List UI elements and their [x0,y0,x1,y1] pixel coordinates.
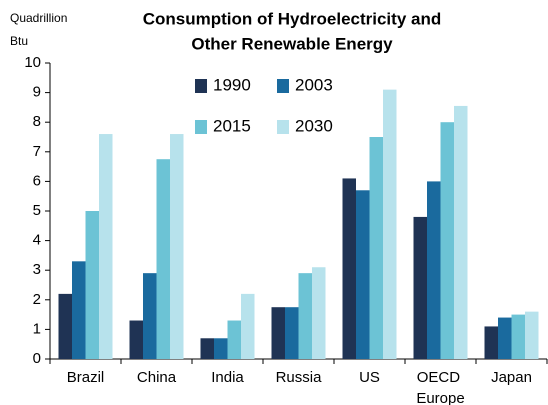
legend-label: 2030 [295,116,333,135]
bar [413,216,427,359]
bar [498,317,512,359]
bar [129,320,143,359]
bar [525,311,539,359]
y-tick-label: 7 [33,143,41,160]
legend-swatch [195,79,207,93]
bar [312,267,326,359]
x-tick-label: OECD Europe [416,369,464,405]
bar [285,307,299,359]
y-tick-label: 6 [33,172,41,189]
bar [440,122,454,359]
bar [241,293,255,359]
legend-label: 2015 [213,116,251,135]
bar [427,181,441,359]
bar [214,338,228,359]
x-tick-label: US [359,369,380,386]
bar [342,178,356,359]
y-tick-label: 9 [33,84,41,101]
bar [484,326,498,359]
y-tick-label: 10 [24,54,41,71]
bar [72,261,86,359]
bar [271,307,285,359]
bar [454,105,468,359]
legend-swatch [277,120,289,134]
y-axis-label: Btu [10,34,28,48]
bar [356,190,370,359]
y-tick-label: 8 [33,113,41,130]
x-tick-label: India [211,369,244,386]
bar [85,211,99,359]
bar [143,273,157,359]
x-tick-label: China [137,369,177,386]
y-axis-label: Quadrillion [10,11,67,25]
x-tick-label: Russia [276,369,323,386]
legend-swatch [195,120,207,134]
chart-title: Consumption of Hydroelectricity and [143,9,441,28]
bar [170,134,184,359]
bar [369,137,383,359]
legend-label: 2003 [295,75,333,94]
bar [156,159,170,359]
x-tick-label: Japan [491,369,532,386]
y-tick-label: 3 [33,261,41,278]
chart-title: Other Renewable Energy [191,34,393,53]
legend-label: 1990 [213,75,251,94]
bar [383,89,397,359]
bar [227,320,241,359]
x-tick-label: Brazil [67,369,105,386]
legend-swatch [277,79,289,93]
bar [511,314,525,359]
y-tick-label: 4 [33,232,41,249]
bar [200,338,214,359]
y-tick-label: 0 [33,350,41,367]
bar [58,293,72,359]
y-tick-label: 5 [33,202,41,219]
bar [298,273,312,359]
y-tick-label: 2 [33,291,41,308]
y-tick-label: 1 [33,320,41,337]
bar [99,134,113,359]
